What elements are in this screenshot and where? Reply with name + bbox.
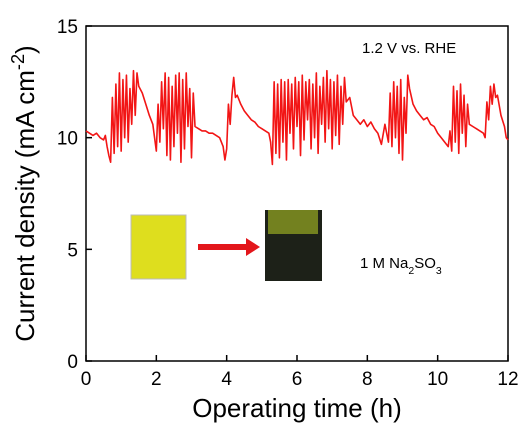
x-axis-title: Operating time (h) <box>192 393 402 423</box>
sample-before <box>130 214 187 280</box>
y-tick-label: 10 <box>57 129 78 150</box>
y-axis-title: Current density (mA cm-2) <box>8 45 40 341</box>
y-tick-label: 5 <box>67 240 78 261</box>
x-tick-label: 10 <box>427 369 448 390</box>
annotation-part: 3 <box>436 265 442 277</box>
y-tick-label: 0 <box>67 352 78 373</box>
x-tick-label: 6 <box>292 369 303 390</box>
annotation: 1 M Na2SO3 <box>360 255 442 277</box>
annotation-part: 2 <box>408 265 414 277</box>
y-tick-label: 15 <box>57 17 78 38</box>
arrow-head <box>246 238 260 256</box>
x-tick-label: 4 <box>221 369 232 390</box>
x-tick-label: 8 <box>362 369 373 390</box>
x-tick-label: 2 <box>151 369 162 390</box>
annotation: 1.2 V vs. RHE <box>362 40 456 57</box>
y-axis-title-part: Current density (mA cm <box>10 70 40 342</box>
x-tick-label: 12 <box>497 369 518 390</box>
plot-frame <box>85 25 509 362</box>
x-tick-label: 0 <box>81 369 92 390</box>
y-axis-title-part: -2 <box>8 54 28 70</box>
y-axis-title-part: ) <box>10 45 40 54</box>
data-line <box>85 69 509 166</box>
annotation-part: 1 M Na <box>360 255 409 272</box>
annotation-part: SO <box>414 255 436 272</box>
sample-after-edge <box>268 210 318 234</box>
